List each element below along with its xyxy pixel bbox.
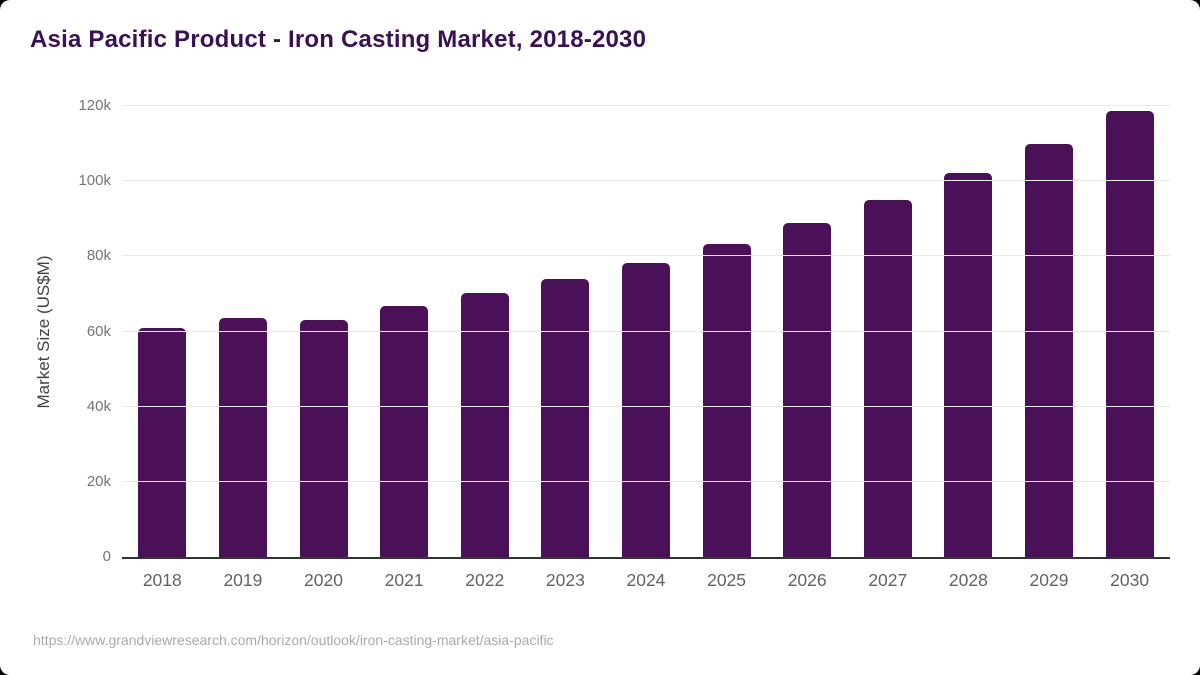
- bar-slot-2030: [1089, 106, 1170, 557]
- bar-2027: [863, 199, 912, 557]
- bar-slot-2022: [444, 106, 525, 557]
- y-tick-label-40k: 40k: [86, 397, 111, 415]
- bars-container: [122, 106, 1170, 557]
- bar-2021: [380, 305, 429, 557]
- x-tick-label-2018: 2018: [142, 570, 182, 590]
- bar-slot-2026: [767, 106, 848, 557]
- gridline-120k: [122, 105, 1170, 106]
- bar-slot-2023: [525, 106, 606, 557]
- gridline-20k: [122, 480, 1170, 482]
- bar-2022: [460, 293, 509, 557]
- x-tick-label-2028: 2028: [948, 570, 988, 590]
- x-tick-label-2019: 2019: [223, 570, 263, 590]
- bar-slot-2027: [847, 106, 928, 557]
- x-tick-label-2025: 2025: [707, 570, 747, 590]
- bar-slot-2018: [122, 106, 203, 557]
- bar-2023: [541, 278, 590, 557]
- bar-2024: [621, 262, 670, 557]
- bar-slot-2029: [1009, 106, 1090, 557]
- gridline-80k: [122, 255, 1170, 257]
- gridline-60k: [122, 330, 1170, 332]
- bar-2025: [702, 243, 751, 557]
- x-tick-label-2020: 2020: [304, 570, 343, 590]
- source-url: https://www.grandviewresearch.com/horizo…: [33, 632, 554, 648]
- x-tick-label-2023: 2023: [545, 570, 585, 590]
- x-tick-label-2024: 2024: [626, 570, 666, 590]
- plot-area: 0 20k 40k 60k 80k 100k 120k: [78, 97, 1170, 565]
- x-tick-label-2022: 2022: [465, 570, 505, 590]
- gridline-40k: [122, 405, 1170, 407]
- bar-2019: [218, 317, 267, 557]
- x-axis-labels: 2018 2019 2020 2021 2022 2023 2024 2025 2026 2027…: [122, 570, 1170, 591]
- y-tick-label-80k: 80k: [86, 247, 111, 265]
- bar-slot-2021: [364, 106, 445, 557]
- gridline-100k: [122, 180, 1170, 182]
- bar-slot-2028: [928, 106, 1009, 557]
- bar-2018: [138, 327, 187, 557]
- bar-2028: [944, 172, 993, 557]
- bar-2020: [299, 320, 348, 557]
- y-tick-label-20k: 20k: [86, 472, 111, 490]
- x-tick-label-2027: 2027: [868, 570, 908, 590]
- bar-slot-2019: [203, 106, 284, 557]
- y-tick-label-120k: 120k: [78, 97, 111, 114]
- page-title: Asia Pacific Product - Iron Casting Mark…: [30, 26, 647, 53]
- bar-slot-2020: [283, 106, 364, 557]
- x-tick-label-2029: 2029: [1029, 570, 1069, 590]
- bar-2030: [1105, 110, 1154, 557]
- y-tick-label-60k: 60k: [86, 322, 111, 340]
- bar-slot-2025: [686, 106, 767, 557]
- bar-2026: [783, 222, 832, 557]
- y-tick-label-0: 0: [102, 548, 111, 565]
- x-tick-label-2021: 2021: [384, 570, 424, 590]
- x-tick-label-2030: 2030: [1110, 570, 1150, 590]
- bar-slot-2024: [606, 106, 687, 557]
- y-tick-label-100k: 100k: [78, 172, 111, 190]
- bar-2029: [1025, 143, 1073, 557]
- x-tick-label-2026: 2026: [787, 570, 827, 590]
